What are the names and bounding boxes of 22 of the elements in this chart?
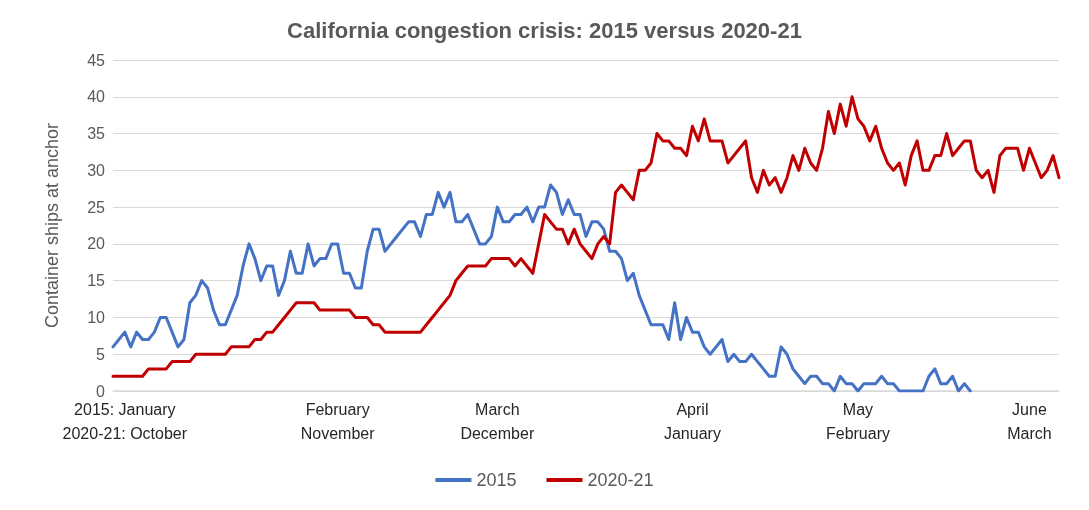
y-tick-label: 25 [87,198,106,216]
x-tick-label: May February [825,400,890,442]
y-tick-label: 20 [87,235,106,253]
legend-label: 2015 [476,470,517,490]
x-tick-label: April January [663,400,721,442]
x-tick-label: March December [460,400,535,442]
chart-title: California congestion crisis: 2015 versus 2020-21 [287,17,802,43]
y-tick-label: 15 [87,272,106,290]
y-tick-label: 10 [87,308,106,326]
y-tick-label: 45 [87,51,106,69]
line-series [111,95,1061,378]
x-tick-label: June March [1007,400,1052,442]
y-tick-label: 35 [87,125,106,143]
y-tick-label: 40 [87,88,106,106]
y-tick-label: 30 [87,161,106,179]
y-tick-label: 0 [96,382,106,400]
y-tick-label: 5 [96,345,106,363]
legend-label: 2020-21 [587,470,654,490]
line-series [111,183,972,393]
y-axis-title: Container ships at anchor [42,122,62,329]
x-tick-label: February November [300,400,376,442]
x-tick-label: 2015: January 2020-21: October [62,400,188,442]
